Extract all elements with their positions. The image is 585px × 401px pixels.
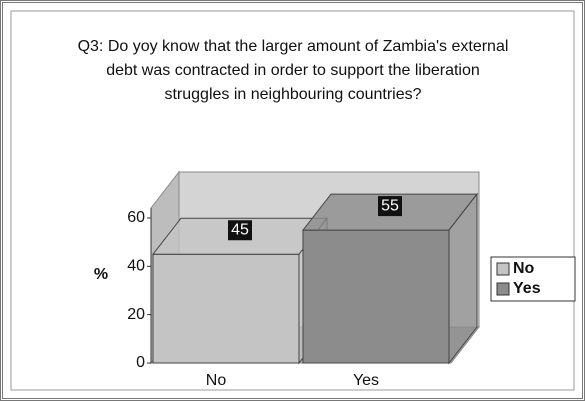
chart: 0 20 40 60% 45 No 55 Yes No Yes [10,10,576,391]
data-label-bg [378,196,402,217]
y-tick-label: 40 [127,258,145,275]
data-label: 55 [381,197,399,214]
bar-front [152,253,300,364]
chart-title: Q3: Do yoy know that the larger amount o… [77,38,509,103]
y-tick-label: 60 [127,209,145,226]
data-label-bg [228,220,252,241]
legend-swatch [496,262,510,276]
bar-side [448,192,478,365]
legend-label: Yes [513,280,541,297]
y-axis-label: % [94,266,108,283]
bar-front [302,229,450,364]
x-tick-label: No [206,372,227,389]
x-tick-label: Yes [353,372,379,389]
legend-swatch [496,282,510,296]
y-tick-label: 20 [127,306,145,323]
data-label: 45 [231,221,249,238]
legend-label: No [513,260,535,277]
chart-border [10,10,575,391]
y-tick-label: 0 [136,354,145,371]
